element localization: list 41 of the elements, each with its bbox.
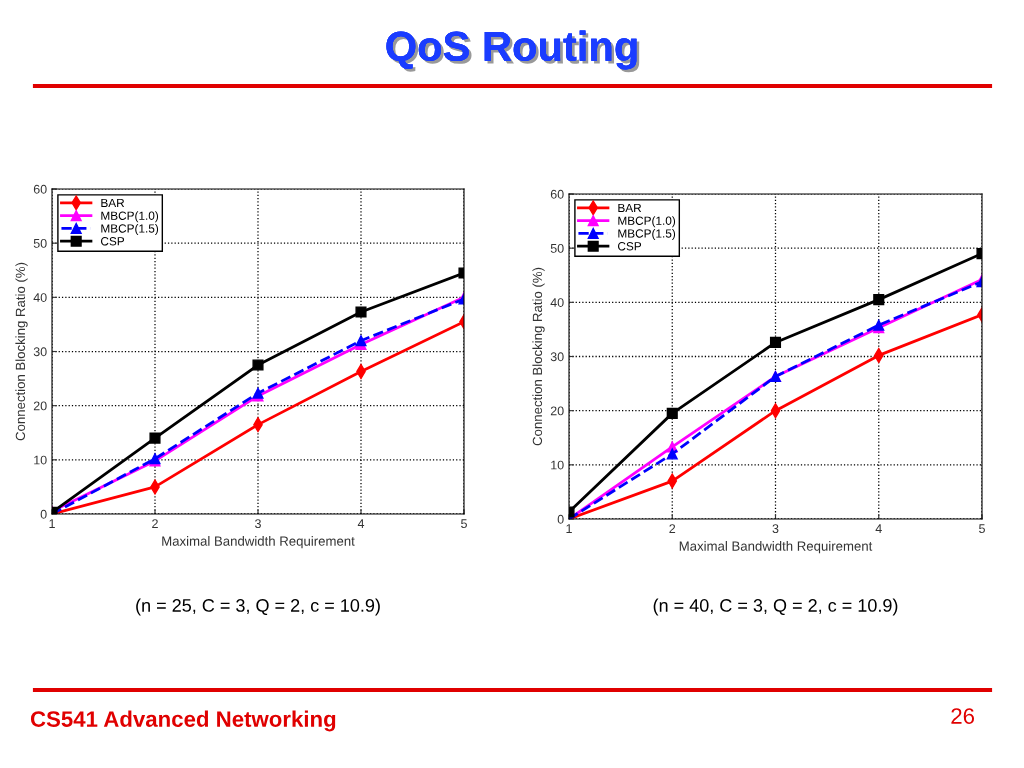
y-tick-label: 30 <box>33 347 47 357</box>
legend-label: MBCP(1.5) <box>618 229 676 240</box>
legend-label: MBCP(1.0) <box>101 211 159 223</box>
chart-title: QoS Routing <box>386 30 640 73</box>
x-tick-label: 4 <box>357 519 365 528</box>
text: (n = 25, C = 3, Q = 2, c = 10.9) <box>136 598 380 616</box>
x-tick-label: 1 <box>49 519 55 528</box>
legend-label: BAR <box>618 203 642 212</box>
x-axis-title: Maximal Bandwidth Requirement <box>162 536 355 549</box>
x-tick-label: 2 <box>152 519 158 528</box>
x-tick-label: 3 <box>255 519 261 529</box>
x-tick-label: 3 <box>772 524 779 534</box>
y-tick-label: 40 <box>33 293 47 302</box>
text: 26 <box>951 708 975 724</box>
y-tick-label: 50 <box>550 243 564 253</box>
y-tick-label: 10 <box>551 460 564 470</box>
y-tick-label: 30 <box>550 352 564 362</box>
text: (n = 40, C = 3, Q = 2, c = 10.9) <box>653 598 898 616</box>
y-tick-label: 20 <box>550 406 564 416</box>
x-tick-label: 1 <box>566 524 572 533</box>
y-tick-label: 60 <box>33 184 47 194</box>
y-tick-label: 0 <box>557 514 564 524</box>
x-tick-label: 5 <box>461 519 467 529</box>
y-axis-title: Connection Blocking Ratio (%) <box>15 262 28 441</box>
y-tick-label: 50 <box>33 238 47 248</box>
x-tick-label: 2 <box>669 524 676 533</box>
legend-label: BAR <box>101 198 125 207</box>
x-tick-label: 4 <box>875 524 882 533</box>
y-axis-title: Connection Blocking Ratio (%) <box>532 267 545 446</box>
y-tick-label: 20 <box>33 401 47 411</box>
y-tick-label: 40 <box>550 298 564 307</box>
legend-label: MBCP(1.0) <box>618 216 676 228</box>
y-tick-label: 10 <box>34 455 47 465</box>
y-tick-label: 60 <box>550 189 564 199</box>
x-tick-label: 5 <box>979 524 985 534</box>
legend-label: CSP <box>618 242 642 251</box>
y-tick-label: 0 <box>40 509 47 519</box>
legend-label: MBCP(1.5) <box>101 224 159 235</box>
legend-label: CSP <box>101 237 125 246</box>
x-axis-title: Maximal Bandwidth Requirement <box>679 541 873 554</box>
text: CS541 Advanced Networking <box>30 710 336 732</box>
